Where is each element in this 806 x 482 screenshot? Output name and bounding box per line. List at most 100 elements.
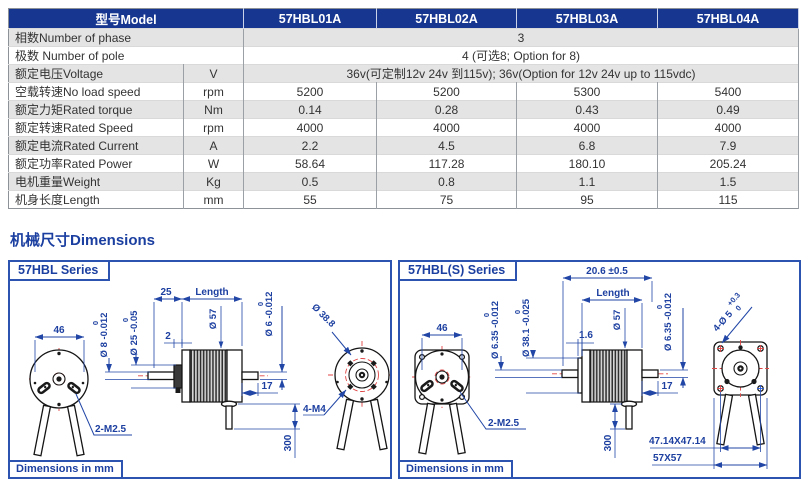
front-shaft-length-dim: 20.6 ±0.5: [586, 266, 628, 277]
svg-text:0: 0: [513, 310, 522, 314]
header-model-2: 57HBL02A: [376, 8, 518, 29]
table-row: 相数Number of phase 3: [8, 28, 800, 47]
wire-length-dim: 300: [283, 434, 294, 451]
row-value: 5200: [243, 82, 378, 101]
table-row: 电机重量Weight Kg 0.5 0.8 1.1 1.5: [8, 172, 800, 191]
row-unit: Nm: [183, 100, 245, 119]
side-view: 25 Length 2 Ø 57 Ø 6 -0.012 0 Ø 8 -0.012: [91, 287, 300, 458]
row-unit: A: [183, 136, 245, 155]
table-row: 额定电流Rated Current A 2.2 4.5 6.8 7.9: [8, 136, 800, 155]
drawing-panel-57hbls: 57HBL(S) Series Dimensions in mm: [398, 260, 801, 479]
pilot-dia-label: Ø 25 -0.05 0: [121, 310, 140, 356]
header-model-3: 57HBL03A: [516, 8, 659, 29]
row-value: 75: [376, 190, 518, 209]
header-model: 型号Model: [8, 8, 245, 29]
series-label: 57HBL Series: [8, 260, 111, 281]
front-width-dim: 46: [53, 325, 65, 336]
rear-shaft-dia-label: Ø 6 -0.012 0: [256, 292, 275, 337]
row-label: 额定电流Rated Current: [8, 136, 184, 155]
technical-drawing-57hbls: 46 2-M2.5 20.6 ±0.5 Length: [412, 266, 769, 469]
pilot-dia-label: Ø 38.1 -0.025 0: [513, 298, 532, 357]
row-value: 0.28: [376, 100, 518, 119]
row-value: 5300: [516, 82, 659, 101]
row-value: 58.64: [243, 154, 378, 173]
corner-hole-dia-label: 4-Ø 5 +0.3 0: [711, 291, 744, 334]
front-view: 46 2-M2.5: [29, 325, 132, 457]
row-value: 0.49: [657, 100, 800, 119]
row-unit: mm: [183, 190, 245, 209]
rear-shaft-length-dim: 17: [261, 381, 273, 392]
svg-text:0: 0: [91, 321, 100, 325]
row-value: 205.24: [657, 154, 800, 173]
row-value: 2.2: [243, 136, 378, 155]
svg-text:Ø 6.35 -0.012: Ø 6.35 -0.012: [663, 293, 674, 351]
row-value: 117.28: [376, 154, 518, 173]
technical-drawing-57hbl: 46 2-M2.5 25 Length: [29, 287, 390, 458]
header-model-4: 57HBL04A: [657, 8, 800, 29]
row-label: 额定功率Rated Power: [8, 154, 184, 173]
row-value: 1.5: [657, 172, 800, 191]
bolt-circle-dia-label: Ø 38.8: [309, 302, 337, 330]
svg-text:0: 0: [256, 302, 265, 306]
svg-text:Ø 6 -0.012: Ø 6 -0.012: [264, 292, 275, 337]
units-note: Dimensions in mm: [8, 460, 123, 479]
row-value: 7.9: [657, 136, 800, 155]
svg-text:0: 0: [734, 304, 744, 313]
row-value: 0.43: [516, 100, 659, 119]
row-value: 6.8: [516, 136, 659, 155]
row-label: 相数Number of phase: [8, 28, 245, 47]
svg-text:0: 0: [655, 305, 664, 309]
front-screw-label: 2-M2.5: [488, 418, 520, 429]
rear-view: 4-Ø 5 +0.3 0 47.14X47.14 57X57: [649, 291, 769, 469]
svg-text:4-Ø 5: 4-Ø 5: [711, 308, 736, 334]
mount-slot: [420, 379, 434, 393]
row-value: 95: [516, 190, 659, 209]
svg-text:Ø 38.1 -0.025: Ø 38.1 -0.025: [521, 298, 532, 357]
units-note: Dimensions in mm: [398, 460, 513, 479]
dimensions-title: 机械尺寸Dimensions: [10, 232, 156, 249]
mount-slot: [67, 381, 81, 395]
svg-text:Ø 8 -0.012: Ø 8 -0.012: [99, 313, 110, 358]
corner-hole-marks: [717, 345, 764, 392]
wire-length-dim: 300: [603, 434, 614, 451]
row-label: 极数 Number of pole: [8, 46, 245, 65]
svg-text:0: 0: [121, 318, 130, 322]
front-shaft-dia-label: Ø 6.35 -0.012 0: [482, 301, 501, 359]
row-label: 额定电压Voltage: [8, 64, 184, 83]
table-row: 额定电压Voltage V 36v(可定制12v 24v 到115v); 36v…: [8, 64, 800, 83]
mount-slot: [37, 381, 51, 395]
row-unit: rpm: [183, 82, 245, 101]
body-dia-label: Ø 57: [208, 309, 219, 330]
row-value: 0.8: [376, 172, 518, 191]
row-value: 4000: [376, 118, 518, 137]
spec-table: 型号Model 57HBL01A 57HBL02A 57HBL03A 57HBL…: [8, 8, 800, 209]
table-row: 额定功率Rated Power W 58.64 117.28 180.10 20…: [8, 154, 800, 173]
table-row: 额定转速Rated Speed rpm 4000 4000 4000 4000: [8, 118, 800, 137]
row-label: 额定转速Rated Speed: [8, 118, 184, 137]
row-label: 额定力矩Rated torque: [8, 100, 184, 119]
mount-slot: [450, 379, 464, 393]
row-value: 3: [243, 28, 800, 47]
series-label: 57HBL(S) Series: [398, 260, 518, 281]
row-value: 4.5: [376, 136, 518, 155]
row-value: 5200: [376, 82, 518, 101]
body-length-dim: Length: [195, 287, 228, 298]
row-unit: rpm: [183, 118, 245, 137]
row-value: 55: [243, 190, 378, 209]
rear-screw-label: 4-M4: [303, 404, 326, 415]
svg-text:Ø 25 -0.05: Ø 25 -0.05: [129, 310, 140, 356]
table-row: 额定力矩Rated torque Nm 0.14 0.28 0.43 0.49: [8, 100, 800, 119]
row-value: 4000: [516, 118, 659, 137]
row-value: 180.10: [516, 154, 659, 173]
drawing-panel-57hbl: 57HBL Series Dimensions in mm: [8, 260, 392, 479]
row-unit: W: [183, 154, 245, 173]
svg-text:Ø 6.35 -0.012: Ø 6.35 -0.012: [490, 301, 501, 359]
row-unit: V: [183, 64, 245, 83]
front-shaft-dia-label: Ø 8 -0.012 0: [91, 313, 110, 358]
row-unit: Kg: [183, 172, 245, 191]
table-row: 机身长度Length mm 55 75 95 115: [8, 190, 800, 209]
row-value: 4000: [657, 118, 800, 137]
front-width-dim: 46: [436, 323, 448, 334]
rear-view: Ø 38.8 4-M4: [303, 302, 390, 451]
